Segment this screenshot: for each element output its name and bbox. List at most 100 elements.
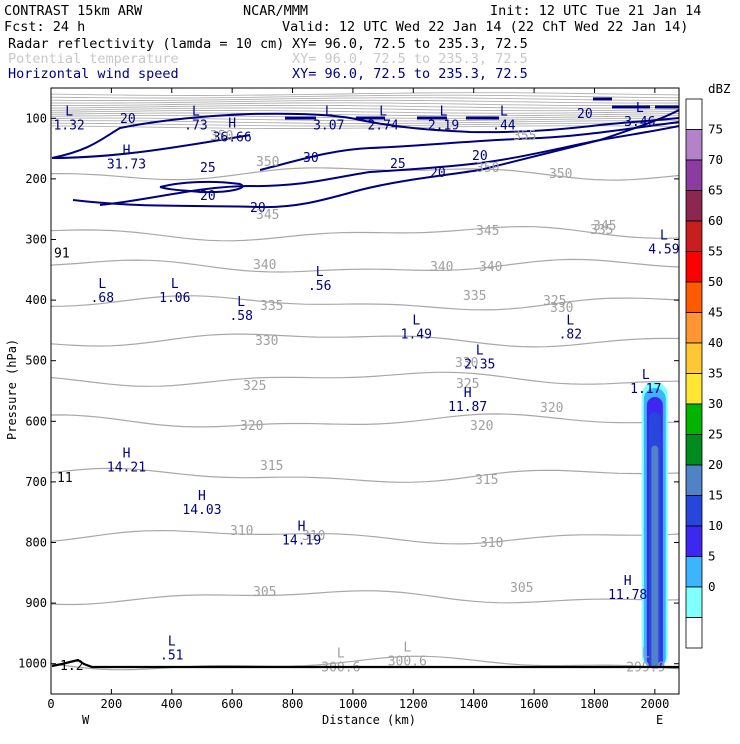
field-name-reflectivity: Radar reflectivity (lamda = 10 cm): [8, 36, 284, 52]
theta-contour-label: 325: [543, 294, 566, 309]
stratospheric-theta-line: [50, 112, 680, 117]
colorbar-swatch: [685, 373, 703, 405]
theta-contour-label: 310: [230, 524, 253, 539]
extremum-kind: H: [228, 116, 236, 131]
theta-contour-line: [50, 333, 680, 348]
terrain-line: [51, 658, 679, 669]
colorbar-swatch: [685, 556, 703, 588]
contour-labels: 20 20 30 25 25 20 20 20 20 305 305 310 310 310 315 315 3…: [120, 107, 616, 600]
theta-contour-line: [50, 371, 680, 387]
extremum-value: 31.73: [107, 158, 146, 173]
stratospheric-theta-line: [51, 102, 680, 107]
theta-contour-label: 340: [253, 258, 276, 273]
extremum-kind: H: [298, 519, 306, 534]
x-tick-label: 800: [282, 697, 304, 711]
wind-contour-label: 20: [120, 112, 136, 127]
extremum-kind: L: [237, 295, 245, 310]
theta-contour-label: 320: [240, 419, 263, 434]
theta-contour-label: 335: [260, 299, 283, 314]
extremum-kind: H: [464, 386, 472, 401]
theta-contour-label: 310: [480, 536, 503, 551]
wind-contour-label: 30: [303, 151, 319, 166]
stratospheric-theta-line: [50, 104, 680, 109]
extremum-value: 299.9: [626, 661, 665, 676]
theta-contour-label: 310: [302, 529, 325, 544]
colorbar-tick-label: 30: [708, 396, 723, 411]
colorbar-swatch: [685, 617, 703, 649]
field-xy-wind: XY= 96.0, 72.5 to 235.3, 72.5: [292, 66, 528, 82]
extremum-value: 300.6: [321, 661, 360, 676]
colorbar-swatch: [685, 312, 703, 344]
extremum-value: .68: [91, 291, 114, 306]
y-tick-label: 300: [25, 233, 47, 247]
extremum-kind: L: [412, 313, 420, 328]
wind-speed-contours: [51, 97, 680, 209]
y-axis-title: Pressure (hPa): [5, 339, 19, 440]
stratospheric-theta-line: [50, 97, 680, 101]
extremum-value: .51: [160, 649, 183, 664]
theta-contour-label: 305: [510, 581, 533, 596]
wind-contour-line: [159, 180, 244, 194]
theta-contour-label: 325: [243, 379, 266, 394]
x-tick-label: 1400: [459, 697, 488, 711]
theta-contour-line: [50, 529, 680, 545]
colorbar-swatch: [685, 251, 703, 283]
extremum-kind: L: [440, 104, 448, 119]
colorbar-tick-label: 70: [708, 152, 723, 167]
theta-contour-line: [50, 413, 679, 428]
wind-contour-label: 20: [250, 201, 266, 216]
theta-contour-line: [50, 258, 680, 273]
y-tick-label: 400: [25, 293, 47, 307]
x-axis-title: Distance (km): [322, 713, 416, 727]
y-tick-label: 900: [25, 596, 47, 610]
theta-contour-line: [50, 295, 680, 311]
x-end-label-west: W: [82, 713, 90, 727]
theta-contour-label: 325: [456, 377, 479, 392]
theta-contour-label: 340: [430, 260, 453, 275]
stratospheric-theta-line: [50, 122, 680, 127]
colorbar-swatch: [685, 403, 703, 435]
extremum-kind: L: [192, 104, 200, 119]
edge-label: 91: [54, 247, 70, 262]
wind-contour-label: 20: [200, 189, 216, 204]
wind-contour-label: 20: [430, 166, 446, 181]
axes: 0 200 400 600 800 1000 1200 1400 1600 1800 2000 100…: [18, 88, 679, 711]
wind-contour-label: 25: [390, 157, 406, 172]
colorbar-tick-label: 75: [708, 122, 723, 137]
model-title: CONTRAST 15km ARW: [4, 3, 143, 19]
theta-contour-label: 330: [550, 301, 573, 316]
theta-contour-line: [50, 655, 680, 671]
colorbar-tick-label: 20: [708, 457, 723, 472]
extremum-value: 2.19: [428, 118, 459, 133]
x-tick-label: 1200: [399, 697, 428, 711]
extremum-value: 1.17: [630, 382, 661, 397]
extremum-value: 2.74: [367, 118, 398, 133]
wind-contour-line: [51, 112, 680, 159]
y-tick-label: 700: [25, 475, 47, 489]
colorbar-tick-label: 15: [708, 488, 723, 503]
theta-contour-label: 330: [255, 334, 278, 349]
extremum-value: 1.49: [401, 327, 432, 342]
field-xy-theta: XY= 96.0, 72.5 to 235.3, 72.5: [292, 51, 528, 67]
theta-contour-line: [51, 167, 680, 181]
theta-contour-label: 305: [253, 585, 276, 600]
forecast-hour: Fcst: 24 h: [4, 19, 85, 35]
extremum-value: 4.59: [648, 243, 679, 258]
colorbar-swatch: [685, 220, 703, 252]
field-name-wind: Horizontal wind speed: [8, 66, 179, 82]
extrema-labels: L1.32L.73 H36.66L3.07L2.74L2.19L.44L3.46H…: [53, 101, 679, 675]
extremum-kind: L: [316, 265, 324, 280]
extremum-value: 3.07: [313, 118, 344, 133]
x-tick-label: 400: [161, 697, 183, 711]
extremum-kind: H: [123, 447, 131, 462]
theta-contour-label: 350: [476, 161, 499, 176]
colorbar-tick-label: 65: [708, 183, 723, 198]
stratospheric-theta-line: [50, 92, 680, 96]
theta-contour-label: 350: [256, 155, 279, 170]
theta-contour-line: [50, 467, 680, 483]
extremum-kind: L: [636, 101, 644, 116]
extremum-value: .56: [308, 279, 331, 294]
theta-contour-label: 320: [540, 401, 563, 416]
